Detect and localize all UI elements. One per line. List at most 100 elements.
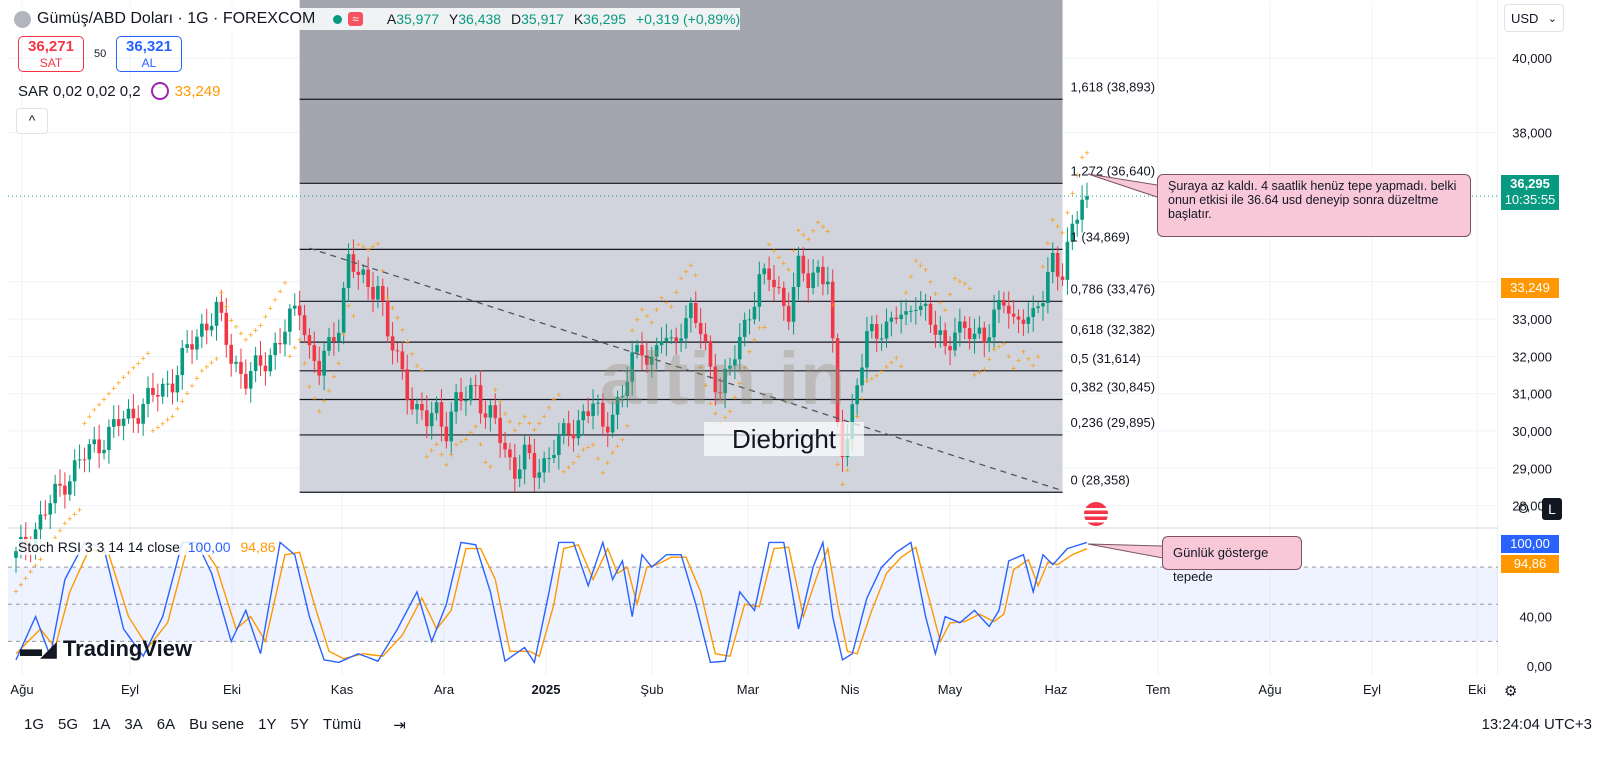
candle-body [126,408,131,419]
candle-body [503,442,507,450]
candle-body [532,453,537,478]
sar-dot: + [933,289,938,299]
sar-dot: + [1075,170,1080,180]
sar-price-badge: 33,249 [1501,278,1559,298]
auto-scale-toggle[interactable]: L [1542,498,1562,520]
sar-legend[interactable]: SAR 0,02 0,02 0,2 33,249 [18,82,221,100]
market-open-icon [333,14,343,24]
timeframe-all[interactable]: Tümü [322,716,362,733]
us-flag-stripe [1084,508,1108,511]
candle-body [855,385,859,405]
sar-dot: + [766,239,771,249]
candle-body [967,328,972,340]
timeframe-1a[interactable]: 1A [92,716,111,733]
goto-date-icon[interactable]: ⇥ [393,717,406,734]
candle-body [136,418,141,424]
timeframe-1g[interactable]: 1G [24,716,45,733]
sar-dot: + [18,580,23,590]
log-scale-toggle[interactable]: O [1518,500,1529,516]
currency-select[interactable]: USD ⌄ [1504,4,1564,32]
collapse-legend-button[interactable]: ^ [16,108,48,134]
sar-dot: + [116,378,121,388]
sar-dot: + [918,261,923,271]
fib-extension-zone [299,0,1063,184]
candle-body [1016,316,1021,320]
sar-dot: + [1011,364,1016,374]
time-axis[interactable]: Ağu Eyl Eki Kas Ara 2025 Şub Mar Nis May Haz Tem Ağu… [10,682,1486,697]
sar-dot: + [556,390,561,400]
candle-body [244,373,248,389]
candle-body [1031,308,1036,318]
tradingview-logo[interactable]: ▬◢ TradingView [20,636,193,661]
candle-body [517,469,522,479]
annotation-callout-stoch[interactable]: Günlük gösterge tepede [1162,536,1302,584]
refresh-icon[interactable] [150,82,169,100]
sar-dot: + [409,349,414,359]
sar-dot: + [674,288,679,298]
sar-dot: + [982,365,987,375]
sar-dot: + [625,421,630,431]
candle-body [708,341,713,367]
symbol-title[interactable]: Gümüş/ABD Doları · 1G · FOREXCOM [37,10,316,27]
status-pill[interactable]: ≈ [327,11,367,27]
candle-body [175,375,180,393]
candle-body [933,324,938,335]
settings-gear-icon[interactable]: ⚙ [1504,683,1518,700]
quantity-value[interactable]: 50 [94,48,107,60]
candle-body [786,305,791,322]
sar-dot: + [703,380,708,390]
sar-dot: + [263,312,268,322]
timeframe-ytd[interactable]: Bu sene [189,716,245,733]
timeframe-bar: 1G 5G 1A 3A 6A Bu sene 1Y 5Y Tümü ⇥ [24,716,406,734]
timeframe-1y[interactable]: 1Y [258,716,277,733]
timeframe-3a[interactable]: 3A [124,716,143,733]
candle-body [899,314,903,320]
candle-body [229,344,233,364]
candle-body [806,273,811,289]
sar-dot: + [317,406,322,416]
sell-button[interactable]: 36,271 SAT [18,36,84,72]
candle-body [928,303,933,325]
candle-body [112,419,116,427]
candle-body [615,396,620,415]
sar-dot: + [67,514,72,524]
sar-dot: + [380,266,385,276]
sar-dot: + [23,574,28,584]
candle-body [640,344,644,356]
sar-dot: + [160,419,165,429]
timeframe-5g[interactable]: 5G [58,716,79,733]
sar-dot: + [175,404,180,414]
sar-dot: + [991,344,996,354]
candle-body [209,325,214,331]
candle-body [82,459,87,461]
sar-dot: + [566,463,571,473]
candle-body [410,400,414,410]
candle-body [654,345,659,357]
sar-dot: + [913,256,918,266]
timeframe-6a[interactable]: 6A [156,716,176,733]
sar-dot: + [405,337,410,347]
candle-body [537,472,542,478]
time-tick-label: Ağu [10,682,33,697]
sar-dot: + [806,235,811,245]
stoch-rsi-legend[interactable]: Stoch RSI 3 3 14 14 close 100,00 94,86 [18,539,276,555]
sar-dot: + [551,395,556,405]
price-axis[interactable]: 28,00029,00030,00031,00032,00033,00034,0… [1498,0,1600,676]
buy-button[interactable]: 36,321 AL [116,36,182,72]
candle-body [92,439,97,445]
sar-dot: + [659,293,664,303]
stoch-d-badge: 94,86 [1501,555,1559,573]
sar-dot: + [1065,208,1070,218]
candle-body [811,272,815,289]
candle-body [439,402,444,427]
sar-dot: + [532,425,537,435]
annotation-callout[interactable]: Şuraya az kaldı. 4 saatlik henüz tepe ya… [1157,174,1471,237]
candle-body [116,419,121,426]
candle-body [513,457,517,479]
sar-dot: + [454,440,459,450]
symbol-legend[interactable]: Gümüş/ABD Doları · 1G · FOREXCOM ≈ A35,9… [14,8,741,30]
candle-body [464,400,468,402]
clock[interactable]: 13:24:04 UTC+3 [1481,716,1593,733]
timeframe-5y[interactable]: 5Y [290,716,309,733]
candle-body [317,360,322,376]
